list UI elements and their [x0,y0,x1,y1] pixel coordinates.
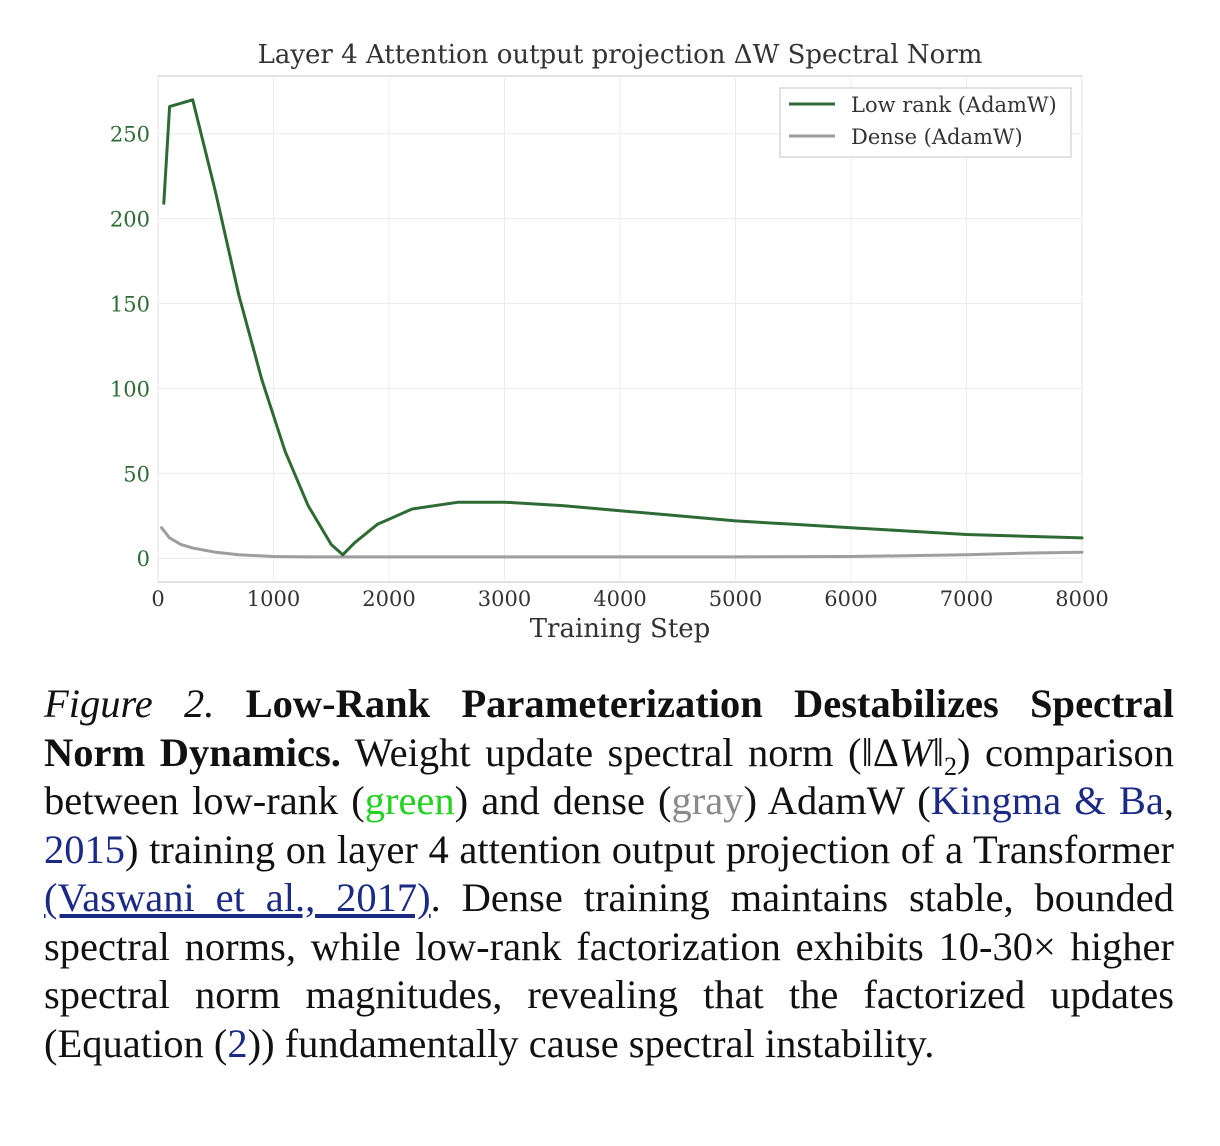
caption-text-7: . Dense training maintains stable, bound… [44,875,1174,1066]
spectral-norm-chart: Layer 4 Attention output projection ΔW S… [110,40,1109,644]
y-tick-label: 250 [110,123,150,147]
x-tick-label: 4000 [593,587,646,611]
x-tick-label: 8000 [1055,587,1108,611]
x-tick-label: 7000 [940,587,993,611]
y-tick-label: 50 [123,462,150,486]
series-line-dense [160,526,1084,559]
figure-title: Low-Rank Parameterization Destabilizes S… [44,681,1174,775]
chart-title: Layer 4 Attention output projection ΔW S… [258,40,983,70]
x-tick-label: 6000 [824,587,877,611]
caption-text-6: ) training on layer 4 attention output p… [125,826,1174,872]
x-tick-label: 5000 [709,587,762,611]
caption-text-3: ) and dense ( [454,778,672,823]
caption-text-2: ) compar­ison between low-rank ( [44,729,1174,824]
x-tick-label: 2000 [362,587,415,611]
x-tick-label: 1000 [247,587,300,611]
norm-open: ‖Δ [861,729,899,775]
equation-ref-link[interactable]: 2 [227,1020,248,1066]
x-tick-label: 0 [151,587,164,611]
y-tick-label: 100 [110,377,150,401]
y-axis-ticks: 0 50 100 150 200 250 [110,123,150,571]
figure-caption: Figure 2. Low-Rank Parameterization Dest… [44,680,1174,1068]
norm-subscript: 2 [944,751,958,781]
y-tick-label: 0 [137,547,150,571]
citation-vaswani-link[interactable]: (Vaswani et al., 2017) [44,875,431,920]
x-axis-label: Training Step [530,614,711,644]
citation-kingma-year-link[interactable]: 2015 [44,826,125,872]
green-word: green [364,778,455,823]
x-tick-label: 3000 [478,587,531,611]
series-line-low-rank [162,98,1084,557]
caption-text-1: Weight update spectral norm ( [354,729,862,775]
citation-kingma-link[interactable]: Kingma & Ba [930,778,1164,823]
series-layer [160,98,1084,559]
legend-label-low-rank: Low rank (AdamW) [851,93,1057,117]
caption-text-8: )) fundamentally cause spectral instabil… [247,1020,935,1066]
norm-close: ‖ [932,729,945,775]
gray-word: gray [671,778,744,823]
caption-text-5: , [1163,778,1174,823]
math-w: W [898,729,933,775]
caption-text-4: ) AdamW ( [743,778,931,823]
legend: Low rank (AdamW) Dense (AdamW) [779,87,1072,158]
x-axis-ticks: 0 1000 2000 3000 4000 5000 6000 7000 8000 [151,587,1108,611]
figure-label: Figure 2. [44,681,215,726]
legend-box [779,87,1072,158]
legend-label-dense: Dense (AdamW) [851,125,1023,149]
y-tick-label: 150 [110,293,150,317]
y-tick-label: 200 [110,208,150,232]
